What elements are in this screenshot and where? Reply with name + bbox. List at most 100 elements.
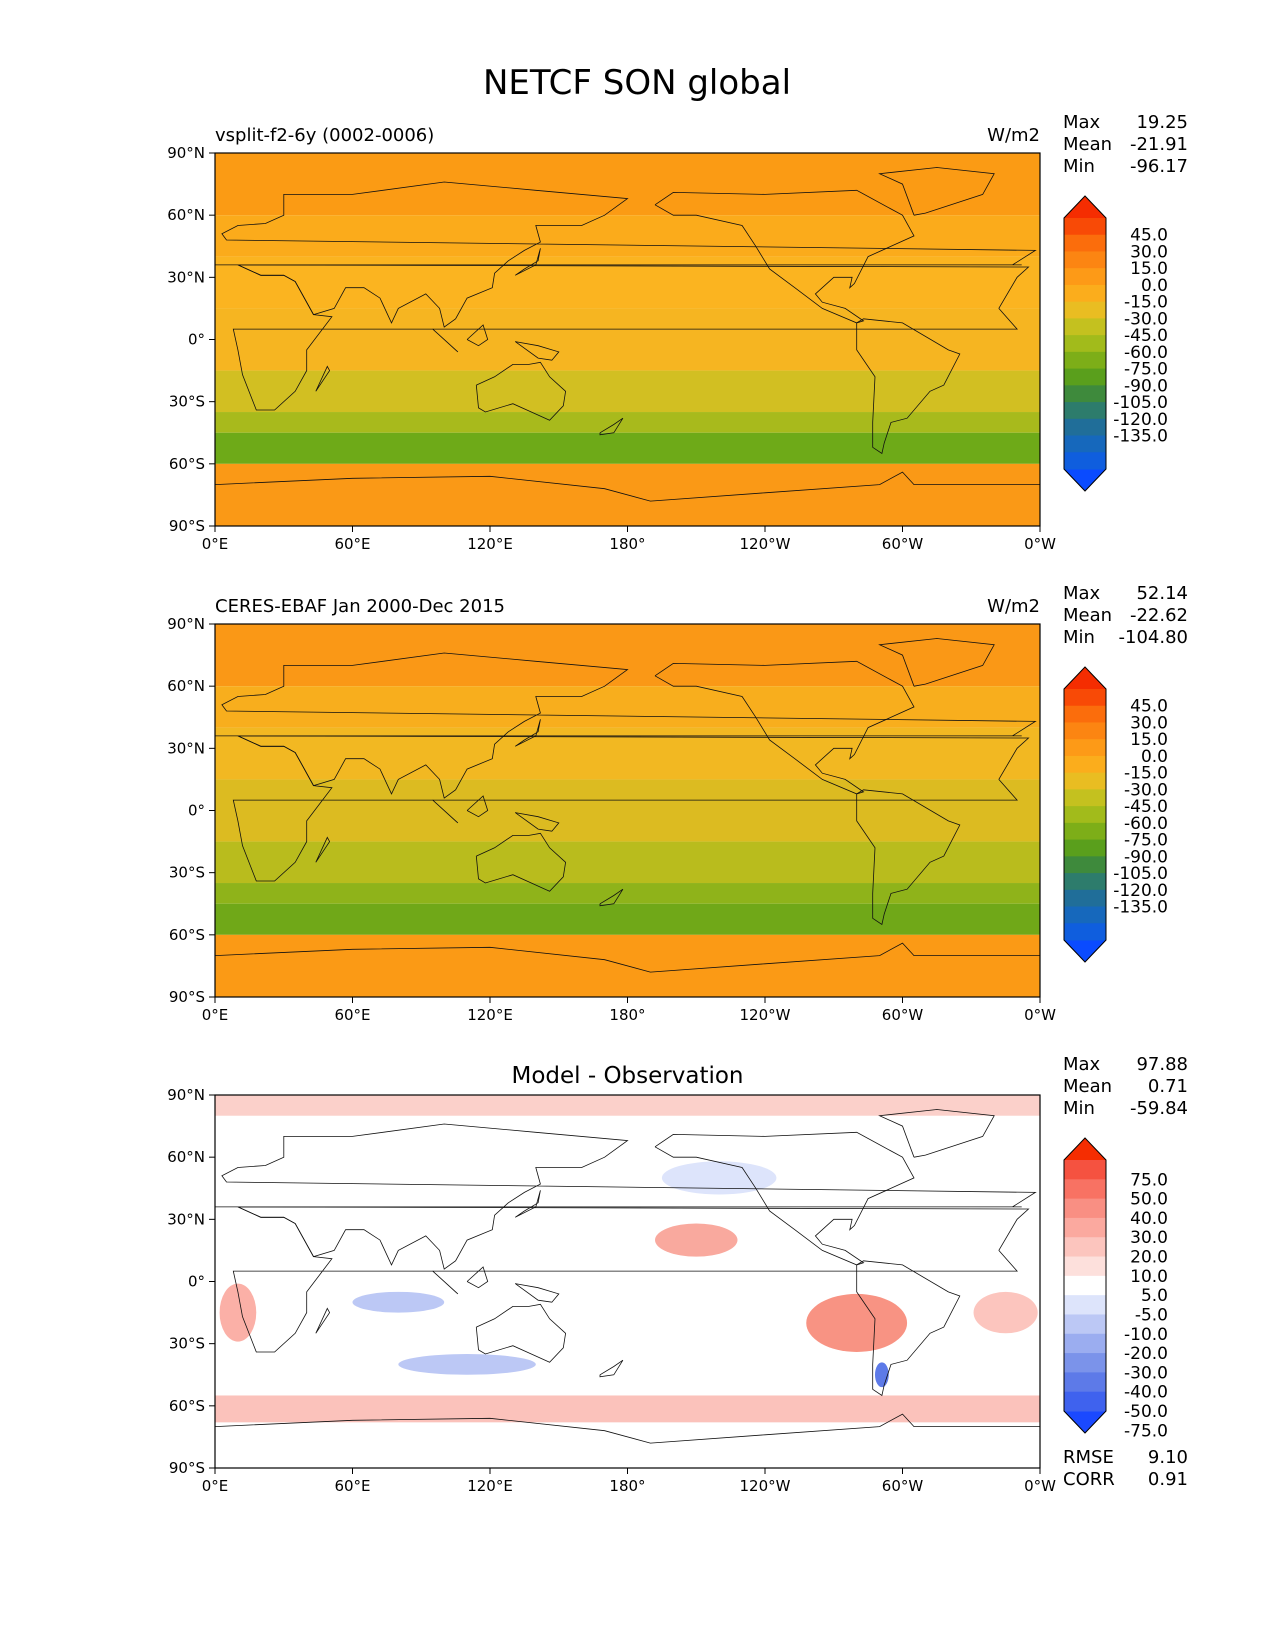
- coastline-8: [599, 417, 624, 436]
- coastline-3: [856, 1260, 961, 1397]
- colorbar-label: -40.0: [1124, 1383, 1168, 1403]
- x-tick-label: 180°: [609, 1006, 645, 1024]
- map-panel-model: 0°E 60°E 120°E 180° 120°W 60°W 0°W 90°N 60°N 30°N…: [167, 112, 1188, 553]
- colorbar-segment: [1064, 873, 1106, 891]
- colorbar-segment: [1064, 1391, 1106, 1412]
- field-model: [215, 153, 1040, 526]
- y-tick-label: 90°N: [167, 615, 205, 633]
- field-feature-7: [398, 1354, 536, 1375]
- colorbar-segment: [1064, 251, 1106, 269]
- x-tick-label: 120°W: [740, 1477, 791, 1495]
- x-tick-label: 0°W: [1024, 535, 1056, 553]
- colorbar-segment: [1064, 1256, 1106, 1277]
- colorbar-label: -45.0: [1124, 326, 1168, 346]
- field-band-5: [215, 883, 1040, 904]
- colorbar-label: -10.0: [1124, 1325, 1168, 1345]
- colorbar-segment: [1064, 435, 1106, 453]
- colorbar-label: 30.0: [1130, 713, 1168, 733]
- colorbar-segment: [1064, 1314, 1106, 1335]
- y-tick-label: 90°S: [169, 988, 205, 1006]
- stat-label-min: Min: [1063, 156, 1095, 177]
- field-band-3: [215, 308, 1040, 371]
- field-band-2: [215, 1422, 1040, 1468]
- map-panel-diff: 0°E 60°E 120°E 180° 120°W 60°W 0°W 90°N 60°N 30°N…: [167, 1054, 1188, 1495]
- colorbar-label: -105.0: [1113, 864, 1168, 884]
- colorbar-segment: [1064, 772, 1106, 790]
- x-tick-label: 180°: [609, 535, 645, 553]
- colorbar-label: -30.0: [1124, 1363, 1168, 1383]
- stat-value-min: -59.84: [1130, 1098, 1188, 1119]
- y-tick-label: 90°N: [167, 1086, 205, 1104]
- stat-value-max: 97.88: [1136, 1054, 1188, 1075]
- field-band-1: [215, 215, 1040, 257]
- colorbar-segment: [1064, 234, 1106, 252]
- x-tick-label: 0°E: [202, 535, 229, 553]
- colorbar-label: 40.0: [1130, 1209, 1168, 1229]
- coastline-6: [215, 1413, 1040, 1444]
- coastline-11: [466, 324, 489, 347]
- x-tick-label: 60°E: [334, 1477, 370, 1495]
- y-tick-label: 60°S: [169, 455, 205, 473]
- coastline-5: [878, 167, 995, 216]
- colorbar-segment: [1064, 789, 1106, 807]
- coastline-1: [232, 1206, 1030, 1353]
- coastline-7: [315, 1307, 331, 1334]
- field-band-6: [215, 432, 1040, 464]
- panel-title: CERES-EBAF Jan 2000-Dec 2015: [215, 596, 505, 617]
- x-tick-label: 0°E: [202, 1477, 229, 1495]
- stat-label-min: Min: [1063, 627, 1095, 648]
- field-obs: [215, 624, 1040, 997]
- colorbar-segment: [1064, 1237, 1106, 1258]
- coastline-11: [466, 1266, 489, 1289]
- colorbar-label: -75.0: [1124, 360, 1168, 380]
- field-band-1: [215, 1395, 1040, 1423]
- stat-value-mean: 0.71: [1148, 1076, 1188, 1097]
- colorbar-segment: [1064, 335, 1106, 353]
- colorbar-segment: [1064, 1333, 1106, 1354]
- colorbar-label: -135.0: [1113, 427, 1168, 447]
- coastline-6: [215, 471, 1040, 502]
- x-tick-label: 0°W: [1024, 1006, 1056, 1024]
- colorbar-segment: [1064, 218, 1106, 236]
- stat-value-min: -104.80: [1119, 627, 1188, 648]
- stat-label-max: Max: [1063, 112, 1101, 133]
- coastline-4: [475, 361, 567, 421]
- colorbar-segment: [1064, 739, 1106, 757]
- coastline-7: [315, 365, 331, 392]
- colorbar-diff: 75.050.040.030.020.010.05.0-5.0-10.0-20.…: [1063, 1137, 1168, 1441]
- colorbar-segment: [1064, 722, 1106, 740]
- colorbar-extend-bottom: [1064, 940, 1106, 962]
- coastline-11: [466, 795, 489, 818]
- colorbar-extend-top: [1064, 1138, 1106, 1160]
- colorbar-label: -30.0: [1124, 309, 1168, 329]
- stat-value-mean: -21.91: [1130, 134, 1188, 155]
- y-tick-label: 60°S: [169, 1397, 205, 1415]
- colorbar-label: -75.0: [1124, 831, 1168, 851]
- figure-title: NETCF SON global: [483, 63, 791, 103]
- colorbar-segment: [1064, 301, 1106, 319]
- colorbar-segment: [1064, 1179, 1106, 1200]
- coastline-10: [432, 328, 459, 353]
- colorbar-segment: [1064, 923, 1106, 941]
- colorbar-outline: [1063, 666, 1107, 963]
- field-band-5: [215, 412, 1040, 433]
- y-tick-label: 90°S: [169, 517, 205, 535]
- colorbar-label: 50.0: [1130, 1190, 1168, 1210]
- colorbar-extend-bottom: [1064, 1411, 1106, 1433]
- field-feature-0: [655, 1223, 738, 1257]
- colorbar-label: -20.0: [1124, 1344, 1168, 1364]
- colorbar-segment: [1064, 368, 1106, 386]
- colorbar-segment: [1064, 402, 1106, 420]
- coastline-10: [432, 1270, 459, 1295]
- coastline-4: [475, 1303, 567, 1363]
- y-tick-label: 60°N: [167, 677, 205, 695]
- colorbar-label: 30.0: [1130, 242, 1168, 262]
- colorbar-label: -15.0: [1124, 293, 1168, 313]
- y-tick-label: 30°S: [169, 393, 205, 411]
- stat-value-mean: -22.62: [1130, 605, 1188, 626]
- colorbar-segment: [1064, 822, 1106, 841]
- coastline-7: [315, 836, 331, 863]
- y-tick-label: 30°N: [167, 268, 205, 286]
- colorbar-label: 0.0: [1141, 276, 1168, 296]
